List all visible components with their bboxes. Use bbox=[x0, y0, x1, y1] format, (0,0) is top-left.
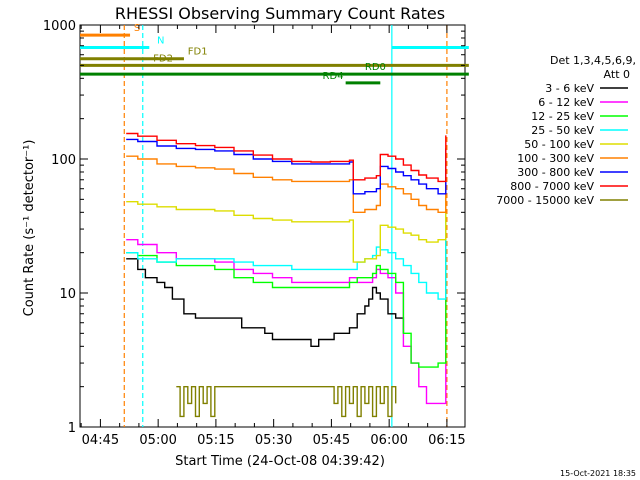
legend-label-4: 25 - 50 keV bbox=[531, 124, 594, 137]
series-line-6 bbox=[126, 155, 447, 213]
status-label-fd2: FD2 bbox=[153, 53, 173, 64]
series-line-8 bbox=[126, 132, 447, 183]
y-tick-label: 1 bbox=[68, 421, 76, 436]
status-label-rd4: RD4 bbox=[323, 71, 344, 82]
y-axis-label: Count Rate (s⁻¹ detector⁻¹) bbox=[22, 140, 37, 317]
legend-label-6: 100 - 300 keV bbox=[517, 152, 594, 165]
x-axis: 04:45 05:00 05:15 05:30 05:45 06:00 06:15 bbox=[80, 25, 466, 448]
legend-label-1: 3 - 6 keV bbox=[545, 82, 594, 95]
status-label-s: S bbox=[134, 23, 140, 34]
series-line-7 bbox=[126, 138, 447, 195]
y-tick-label: 100 bbox=[51, 153, 76, 168]
x-tick-label: 06:15 bbox=[428, 433, 465, 448]
y-axis: 1 10 100 1000 bbox=[43, 19, 465, 436]
x-tick-label: 06:00 bbox=[370, 433, 407, 448]
status-label-rd0: RD0 bbox=[365, 62, 386, 73]
x-tick-label: 04:45 bbox=[82, 433, 119, 448]
y-tick-label: 1000 bbox=[43, 19, 76, 34]
chart-title: RHESSI Observing Summary Count Rates bbox=[115, 4, 445, 23]
legend-header-line-2: Att 0 bbox=[604, 68, 630, 81]
x-tick-label: 05:30 bbox=[255, 433, 292, 448]
legend-label-9: 7000 - 15000 keV bbox=[496, 194, 594, 207]
status-label-n: N bbox=[157, 35, 164, 46]
series-line-4 bbox=[126, 212, 447, 300]
y-tick-label: 10 bbox=[59, 287, 76, 302]
series-line-5 bbox=[126, 188, 447, 263]
x-axis-label: Start Time (24-Oct-08 04:39:42) bbox=[175, 454, 385, 469]
x-tick-label: 05:45 bbox=[313, 433, 350, 448]
legend-label-7: 300 - 800 keV bbox=[517, 166, 594, 179]
x-tick-label: 05:15 bbox=[197, 433, 234, 448]
legend-label-5: 50 - 100 keV bbox=[524, 138, 594, 151]
status-label-fd1: FD1 bbox=[188, 47, 208, 58]
plot-area: S N FD1 FD2 RD0 RD4 bbox=[79, 23, 469, 428]
footer-date: 15-Oct-2021 18:35 bbox=[560, 469, 636, 478]
x-tick-label: 05:00 bbox=[139, 433, 176, 448]
legend-header-line-1: Det 1,3,4,5,6,9, bbox=[550, 54, 636, 67]
plot-frame bbox=[79, 24, 466, 428]
series-line-1 bbox=[126, 258, 405, 347]
legend-label-2: 6 - 12 keV bbox=[538, 96, 594, 109]
series-line-9 bbox=[176, 386, 397, 418]
legend-label-3: 12 - 25 keV bbox=[531, 110, 594, 123]
series-line-2 bbox=[126, 229, 447, 405]
series-line-3 bbox=[126, 220, 447, 368]
legend-label-8: 800 - 7000 keV bbox=[510, 180, 594, 193]
